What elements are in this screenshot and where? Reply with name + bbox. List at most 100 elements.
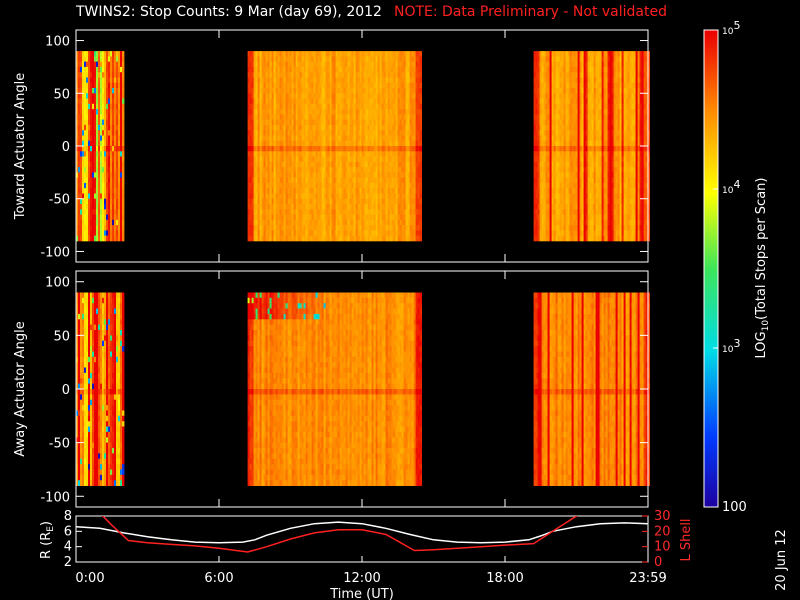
heatmap-cell — [375, 219, 378, 226]
heatmap-cell — [82, 114, 85, 121]
heatmap-cell — [389, 214, 392, 221]
heatmap-cell — [351, 198, 354, 205]
heatmap-cell — [381, 172, 384, 179]
heatmap-cell — [120, 103, 123, 110]
heatmap-cell — [112, 182, 115, 189]
heatmap-cell — [345, 124, 348, 131]
heatmap-cell — [118, 182, 121, 189]
heatmap-cell — [287, 119, 290, 126]
heatmap-cell — [409, 188, 412, 194]
heatmap-cell — [291, 56, 294, 63]
heatmap-cell — [393, 151, 396, 157]
heatmap-cell — [587, 88, 590, 94]
heatmap-cell — [321, 188, 324, 194]
heatmap-cell — [553, 146, 556, 152]
heatmap-cell — [361, 93, 364, 99]
heatmap-cell — [335, 114, 338, 121]
heatmap-cell — [567, 51, 570, 57]
heatmap-cell — [261, 198, 264, 205]
heatmap-cell — [389, 182, 392, 189]
heatmap-cell — [409, 140, 412, 147]
heatmap-cell — [405, 114, 408, 121]
heatmap-cell — [347, 219, 350, 226]
heatmap-cell — [339, 140, 342, 147]
heatmap-cell — [415, 188, 418, 194]
heatmap-cell — [303, 214, 306, 221]
heatmap-cell — [539, 198, 542, 205]
heatmap-cell — [108, 177, 111, 184]
heatmap-cell — [573, 177, 576, 184]
heatmap-cell — [88, 66, 91, 73]
heatmap-cell — [98, 235, 101, 242]
heatmap-cell — [585, 61, 588, 68]
heatmap-cell — [579, 219, 582, 226]
heatmap-cell — [271, 219, 274, 226]
heatmap-cell — [86, 156, 89, 163]
heatmap-cell — [417, 56, 420, 63]
heatmap-cell — [317, 135, 320, 142]
heatmap-cell — [122, 219, 125, 226]
heatmap-cell — [561, 93, 564, 99]
heatmap-cell — [317, 56, 320, 63]
heatmap-cell — [415, 82, 418, 89]
heatmap-cell — [351, 109, 354, 115]
heatmap-cell — [333, 98, 336, 105]
heatmap-cell — [106, 225, 109, 231]
heatmap-cell — [311, 66, 314, 73]
heatmap-cell — [80, 103, 83, 110]
heatmap-cell — [269, 114, 272, 121]
heatmap-cell — [291, 140, 294, 147]
heatmap-cell — [407, 88, 410, 94]
heatmap-cell — [533, 209, 536, 215]
heatmap-cell — [397, 61, 400, 68]
heatmap-cell — [535, 51, 538, 57]
heatmap-cell — [301, 140, 304, 147]
heatmap-cell — [581, 193, 584, 200]
heatmap-cell — [261, 82, 264, 89]
heatmap-cell — [417, 188, 420, 194]
heatmap-cell — [347, 130, 350, 136]
heatmap-cell — [559, 98, 562, 105]
heatmap-cell — [401, 51, 404, 57]
heatmap-cell — [357, 151, 360, 157]
heatmap-cell — [319, 204, 322, 210]
heatmap-cell — [367, 188, 370, 194]
heatmap-cell — [249, 209, 252, 215]
heatmap-cell — [82, 230, 85, 237]
heatmap-cell — [579, 161, 582, 168]
heatmap-cell — [549, 219, 552, 226]
heatmap-cell — [289, 130, 292, 136]
heatmap-cell — [253, 66, 256, 73]
title-main: TWINS2: Stop Counts: 9 Mar (day 69), 201… — [76, 4, 382, 20]
heatmap-cell — [561, 130, 564, 136]
heatmap-cell — [293, 235, 296, 242]
heatmap-cell — [541, 198, 544, 205]
heatmap-cell — [343, 188, 346, 194]
heatmap-cell — [357, 103, 360, 110]
heatmap-cell — [323, 225, 326, 231]
heatmap-cell — [299, 124, 302, 131]
heatmap-cell — [417, 124, 420, 131]
heatmap-cell — [112, 93, 115, 99]
heatmap-cell — [371, 177, 374, 184]
heatmap-cell — [331, 82, 334, 89]
heatmap-cell — [365, 193, 368, 200]
heatmap-cell — [335, 235, 338, 242]
heatmap-cell — [419, 124, 422, 131]
heatmap-cell — [373, 161, 376, 168]
heatmap-cell — [577, 161, 580, 168]
heatmap-cell — [279, 209, 282, 215]
heatmap-cell — [341, 135, 344, 142]
heatmap-cell — [407, 119, 410, 126]
heatmap-cell — [76, 51, 79, 57]
heatmap-cell — [549, 135, 552, 142]
heatmap-cell — [533, 182, 536, 189]
heatmap-cell — [557, 124, 560, 131]
heatmap-cell — [353, 151, 356, 157]
heatmap-cell — [557, 182, 560, 189]
heatmap-cell — [563, 219, 566, 226]
heatmap-cell — [287, 135, 290, 142]
heatmap-cell — [255, 109, 258, 115]
heatmap-cell — [277, 146, 280, 152]
heatmap-cell — [116, 72, 119, 78]
